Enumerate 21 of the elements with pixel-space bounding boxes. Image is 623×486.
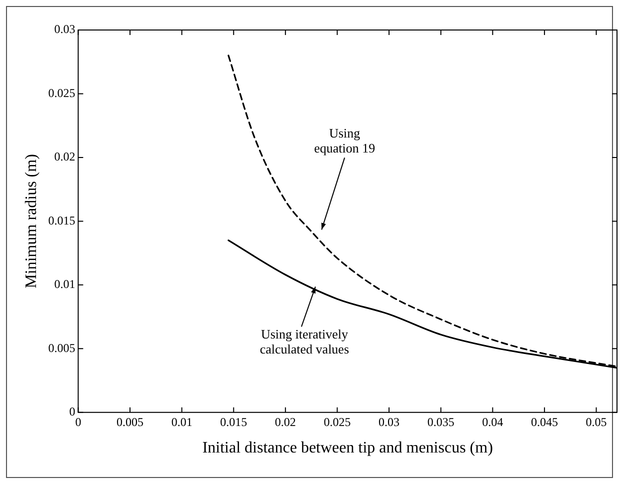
x-axis-title: Initial distance between tip and meniscus (m) <box>202 440 493 457</box>
y-tick-label: 0.02 <box>54 150 76 164</box>
y-tick-label: 0 <box>69 404 76 419</box>
annotation: Using iteratively calculated values <box>260 326 350 357</box>
x-tick-label: 0.05 <box>586 414 607 429</box>
x-tick-label: 0.01 <box>171 414 192 429</box>
y-tick-label: 0.025 <box>48 86 76 100</box>
x-tick-label: 0.04 <box>482 414 504 429</box>
x-tick-label: 0.025 <box>324 414 351 429</box>
x-tick-label: 0.035 <box>427 414 454 429</box>
x-tick-label: 0.045 <box>530 414 558 429</box>
x-tick-label: 0.005 <box>116 414 144 429</box>
y-tick-label: 0.01 <box>54 277 76 292</box>
x-tick-label: 0.015 <box>220 414 248 429</box>
x-tick-label: 0.02 <box>274 414 296 429</box>
annotation: Using equation 19 <box>314 126 376 156</box>
y-tick-label: 0.015 <box>48 213 76 228</box>
y-tick-label: 0.005 <box>48 340 76 355</box>
y-axis-title: Minimum radius (m) <box>22 154 40 288</box>
x-tick-label: 0.03 <box>378 414 400 429</box>
y-tick-label: 0.03 <box>54 22 76 36</box>
